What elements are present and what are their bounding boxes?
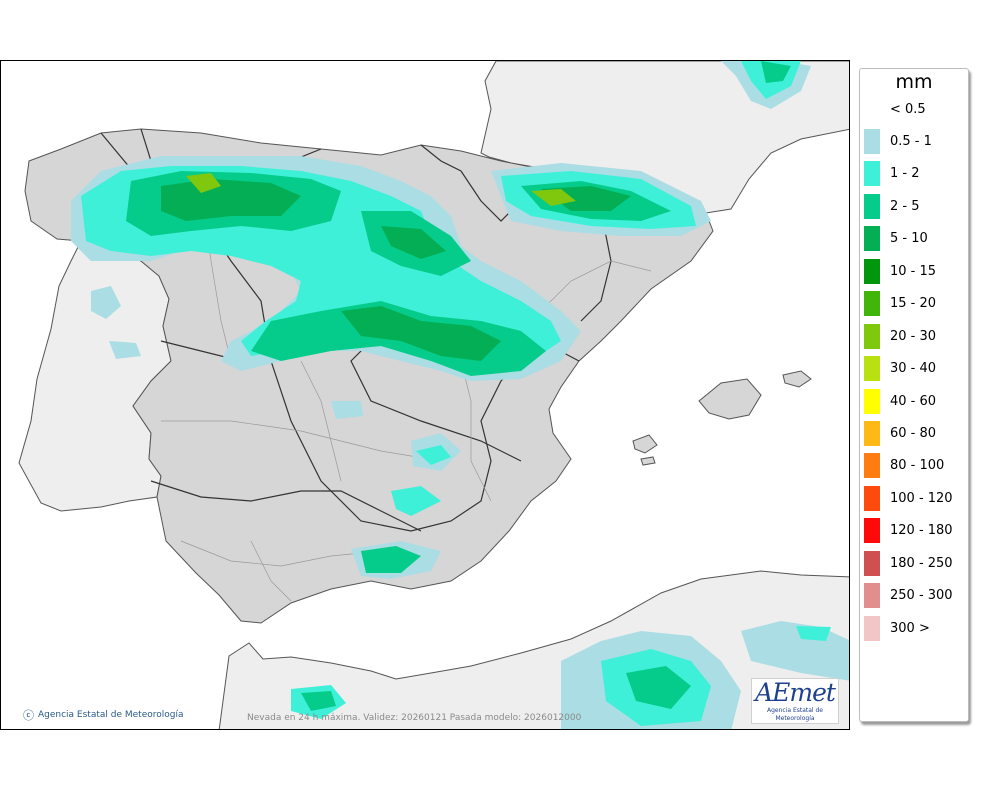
legend-swatch (864, 226, 880, 251)
logo-text: AEmet (755, 678, 836, 707)
legend-swatch (864, 324, 880, 349)
legend-label: 120 - 180 (890, 523, 953, 538)
legend-unit: mm (895, 71, 933, 93)
credit-text: Agencia Estatal de Meteorología (38, 710, 184, 720)
legend-label: 0.5 - 1 (890, 134, 932, 149)
legend-label: 40 - 60 (890, 394, 937, 409)
legend-item: 40 - 60 (864, 389, 936, 414)
legend-item: 30 - 40 (864, 356, 936, 381)
legend-item: 120 - 180 (864, 518, 953, 543)
legend-item: 180 - 250 (864, 551, 953, 576)
legend-label: 15 - 20 (890, 296, 937, 311)
legend-item: 60 - 80 (864, 421, 936, 446)
legend-item: 2 - 5 (864, 194, 920, 219)
copyright-icon: ⓒ (23, 709, 34, 722)
validity-note: Nevada en 24 h máxima. Validez: 20260121… (247, 713, 582, 723)
legend-item: 80 - 100 (864, 453, 944, 478)
legend-label: < 0.5 (890, 102, 926, 117)
legend-swatch (864, 616, 880, 641)
menorca-island (782, 370, 812, 388)
legend-label: 80 - 100 (890, 458, 945, 473)
legend-item: 300 > (864, 616, 930, 641)
legend-item: 100 - 120 (864, 486, 953, 511)
legend-swatch (864, 583, 880, 608)
legend-swatch (864, 518, 880, 543)
snowfall-overlay (71, 61, 849, 729)
legend-label: 30 - 40 (890, 361, 937, 376)
legend-label: 300 > (890, 621, 930, 636)
logo-subtitle: Agencia Estatal de Meteorología (766, 707, 823, 722)
precipitation-legend: mm < 0.5 0.5 - 1 1 - 2 2 - 5 5 - 10 10 -… (859, 68, 969, 722)
ibiza-island (632, 434, 658, 454)
legend-label: 5 - 10 (890, 231, 928, 246)
aemet-logo: AEmet Agencia Estatal de Meteorología (751, 678, 839, 724)
legend-swatch (864, 551, 880, 576)
legend-item: 5 - 10 (864, 226, 928, 251)
legend-item: 20 - 30 (864, 324, 936, 349)
legend-item: 0.5 - 1 (864, 129, 932, 154)
spain-landmass (24, 128, 714, 624)
legend-swatch (864, 453, 880, 478)
legend-item: < 0.5 (864, 97, 926, 122)
legend-item: 15 - 20 (864, 291, 936, 316)
legend-item: 10 - 15 (864, 259, 936, 284)
legend-swatch (864, 389, 880, 414)
legend-label: 180 - 250 (890, 556, 953, 571)
legend-swatch (864, 97, 880, 122)
legend-swatch (864, 194, 880, 219)
legend-item: 250 - 300 (864, 583, 953, 608)
legend-label: 100 - 120 (890, 491, 953, 506)
legend-swatch (864, 486, 880, 511)
mallorca-island (698, 378, 762, 420)
legend-label: 10 - 15 (890, 264, 937, 279)
legend-label: 60 - 80 (890, 426, 937, 441)
legend-label: 20 - 30 (890, 329, 937, 344)
legend-label: 1 - 2 (890, 166, 920, 181)
portugal-landmass (18, 240, 172, 512)
legend-label: 250 - 300 (890, 588, 953, 603)
formentera-island (640, 456, 656, 466)
legend-swatch (864, 161, 880, 186)
snowfall-map: ⓒ Agencia Estatal de Meteorología Nevada… (0, 60, 850, 730)
legend-swatch (864, 421, 880, 446)
map-canvas (18, 61, 849, 729)
legend-swatch (864, 356, 880, 381)
legend-swatch (864, 259, 880, 284)
legend-swatch (864, 129, 880, 154)
aemet-credit: ⓒ Agencia Estatal de Meteorología (23, 707, 184, 723)
legend-swatch (864, 291, 880, 316)
legend-label: 2 - 5 (890, 199, 920, 214)
legend-item: 1 - 2 (864, 161, 920, 186)
